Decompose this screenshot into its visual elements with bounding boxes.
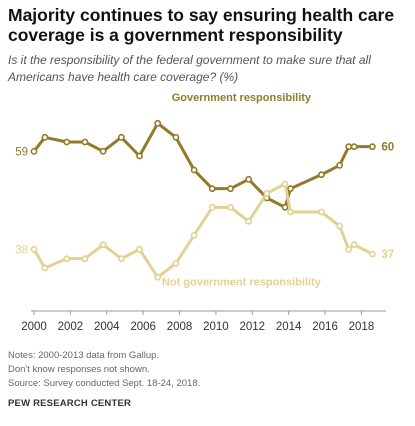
- x-tick-label: 2006: [130, 321, 156, 333]
- data-point: [41, 133, 49, 141]
- data-point: [190, 166, 198, 174]
- x-tick-label: 2008: [167, 321, 193, 333]
- data-point: [245, 175, 253, 183]
- data-point: [336, 222, 344, 230]
- data-point: [350, 143, 358, 151]
- data-point: [345, 143, 353, 151]
- data-point: [318, 208, 325, 216]
- data-point: [281, 203, 289, 211]
- data-point: [245, 217, 253, 225]
- end-value-label: 60: [381, 142, 394, 154]
- x-tick-label: 2014: [276, 321, 302, 333]
- start-value-label: 38: [15, 244, 28, 256]
- data-point: [154, 119, 162, 127]
- data-point: [208, 203, 216, 211]
- source-brand: PEW RESEARCH CENTER: [8, 398, 132, 409]
- data-point: [136, 245, 143, 253]
- note-line: Notes: 2000-2013 data from Gallup.: [8, 350, 160, 361]
- note-line: Source: Survey conducted Sept. 18-24, 20…: [8, 378, 201, 389]
- data-point: [227, 203, 234, 211]
- x-tick-label: 2012: [240, 321, 266, 333]
- data-point: [99, 241, 107, 249]
- data-point: [190, 231, 198, 239]
- data-point: [154, 273, 162, 281]
- data-point: [117, 255, 125, 263]
- data-point: [281, 180, 289, 188]
- data-point: [81, 255, 89, 263]
- data-point: [287, 185, 294, 193]
- x-tick-label: 2004: [94, 321, 120, 333]
- series-name-label: Government responsibility: [172, 92, 312, 104]
- data-point: [318, 171, 325, 179]
- data-point: [117, 133, 125, 141]
- data-point: [263, 189, 271, 197]
- data-point: [63, 255, 71, 263]
- data-point: [345, 245, 353, 253]
- data-point: [30, 245, 38, 253]
- data-point: [368, 143, 376, 151]
- chart-notes: Notes: 2000-2013 data from Gallup. Don't…: [8, 349, 200, 391]
- data-point: [227, 185, 234, 193]
- line-chart: 2000 2002 2004 2006 2008 2010 2012 2014 2016 2018…: [15, 92, 394, 333]
- series-line: [32, 182, 374, 279]
- data-point: [172, 259, 180, 267]
- data-point: [172, 133, 180, 141]
- data-point: [208, 185, 216, 193]
- x-tick-label: 2000: [21, 321, 47, 333]
- data-point: [336, 161, 344, 169]
- x-tick-label: 2010: [203, 321, 229, 333]
- chart-title: Majority continues to say ensuring healt…: [8, 5, 395, 45]
- end-value-label: 37: [381, 249, 394, 261]
- data-point: [368, 250, 376, 258]
- data-point: [99, 147, 107, 155]
- x-tick-label: 2002: [58, 321, 84, 333]
- data-point: [63, 138, 71, 146]
- chart-subtitle: Is it the responsibility of the federal …: [8, 53, 371, 84]
- x-tick-label: 2018: [349, 321, 375, 333]
- data-point: [81, 138, 89, 146]
- series-name-label: Not government responsibility: [162, 277, 322, 289]
- series-line: [32, 121, 374, 209]
- x-tick-label: 2016: [312, 321, 338, 333]
- data-point: [350, 241, 358, 249]
- data-point: [136, 152, 143, 160]
- note-line: Don't know responses not shown.: [8, 364, 150, 375]
- data-point: [30, 147, 38, 155]
- data-point: [41, 264, 49, 272]
- start-value-label: 59: [15, 146, 28, 158]
- data-point: [287, 208, 294, 216]
